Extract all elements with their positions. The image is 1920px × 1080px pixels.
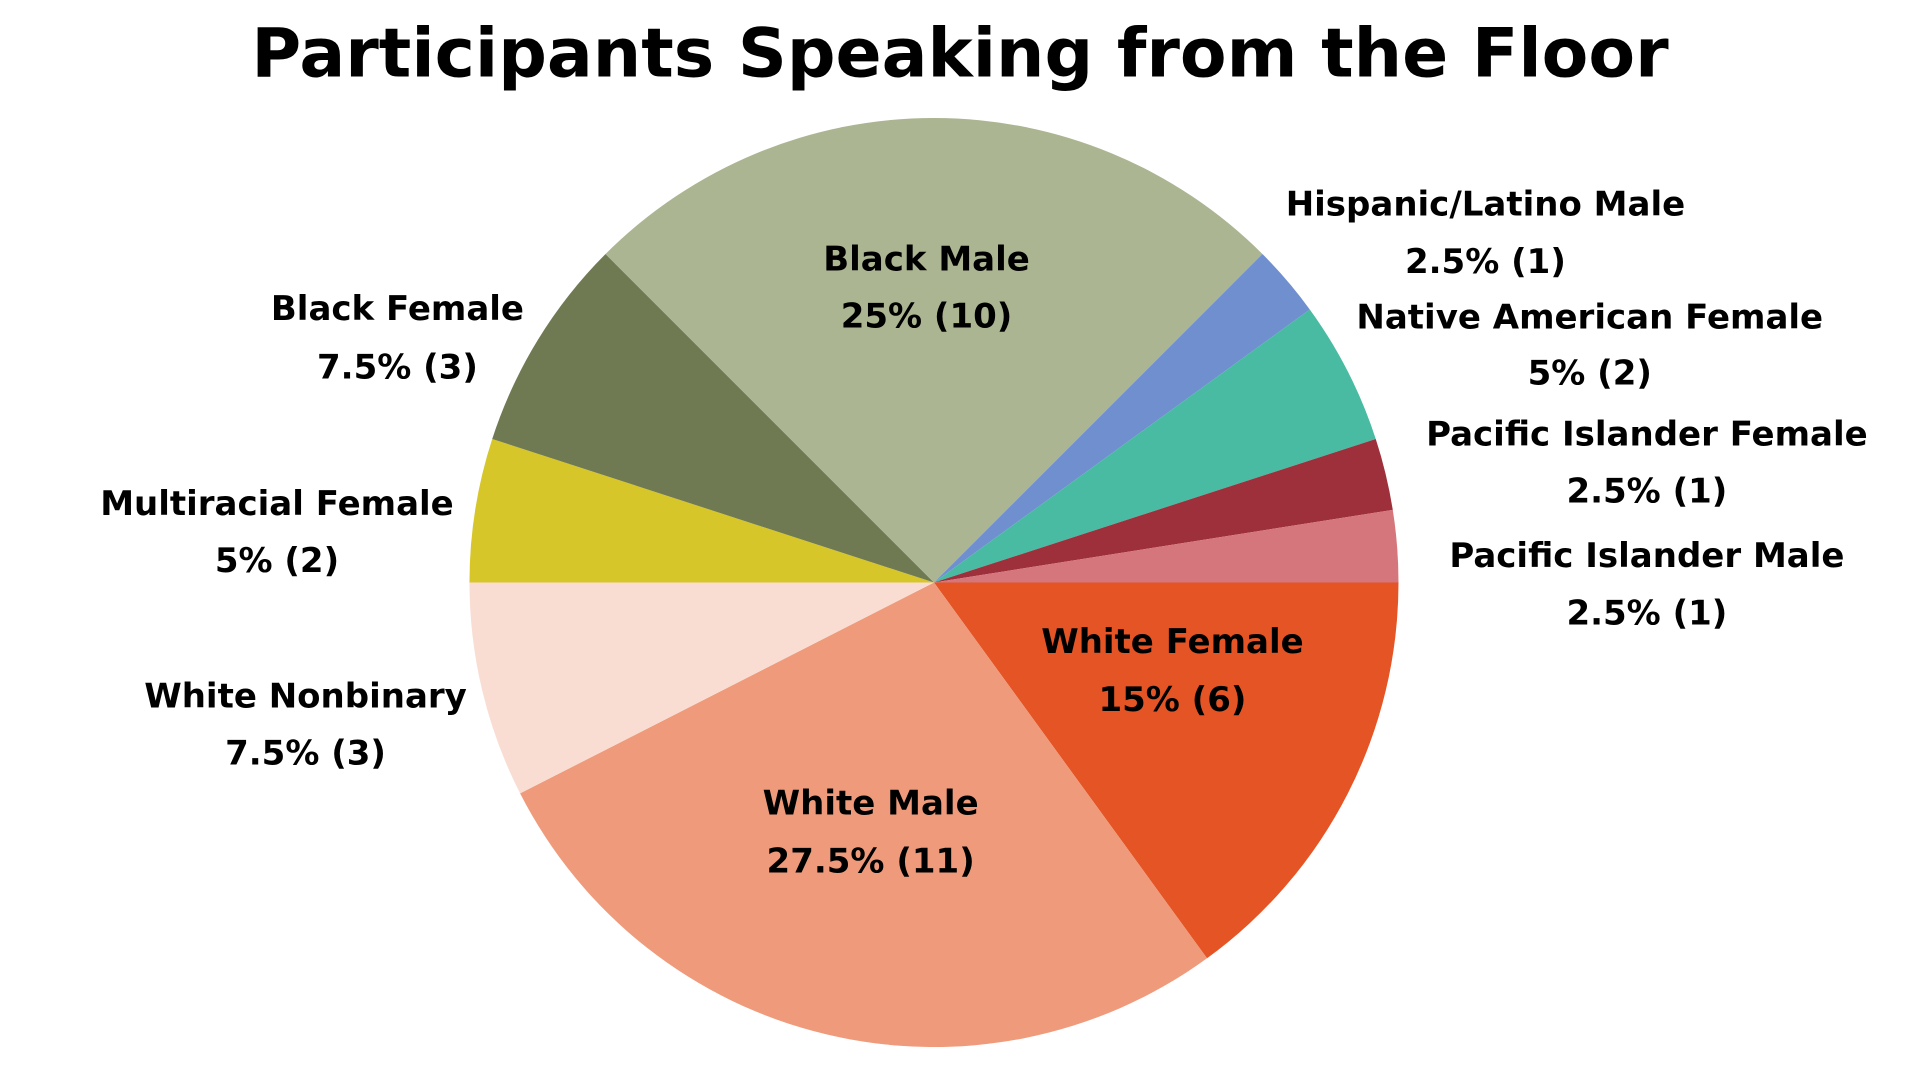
slice-value-label: 2.5% (1) bbox=[1566, 593, 1727, 633]
slice-value-label: 7.5% (3) bbox=[225, 734, 386, 774]
slice-value-label: 5% (2) bbox=[215, 541, 339, 581]
pie-slice bbox=[605, 117, 1263, 583]
pie-slice bbox=[492, 254, 934, 583]
slice-value-label: 15% (6) bbox=[1098, 680, 1246, 720]
slice-value-label: 25% (10) bbox=[841, 296, 1013, 336]
slice-label: Hispanic/Latino Male bbox=[1286, 185, 1685, 225]
slice-label: Pacific Islander Female bbox=[1426, 414, 1868, 454]
slice-label: White Nonbinary bbox=[144, 677, 467, 717]
pie-slice bbox=[469, 582, 934, 794]
pie-slice bbox=[933, 309, 1376, 583]
slice-label: Pacific Islander Male bbox=[1449, 536, 1844, 576]
slice-value-label: 27.5% (11) bbox=[767, 842, 975, 882]
slice-value-label: 7.5% (3) bbox=[317, 347, 478, 387]
slice-label: Multiracial Female bbox=[100, 484, 454, 524]
slice-label: Native American Female bbox=[1356, 298, 1823, 338]
slice-value-label: 5% (2) bbox=[1528, 354, 1652, 394]
slice-value-label: 2.5% (1) bbox=[1566, 472, 1727, 512]
slice-label: Black Female bbox=[271, 289, 524, 329]
slice-label: White Female bbox=[1041, 622, 1304, 662]
pie-slice bbox=[933, 438, 1393, 583]
pie-slice bbox=[520, 582, 1208, 1048]
slice-label: White Male bbox=[763, 783, 979, 823]
chart-title: Participants Speaking from the Floor bbox=[251, 15, 1669, 94]
pie-slice bbox=[933, 582, 1399, 959]
pie-slice bbox=[933, 509, 1399, 583]
pie-slice bbox=[469, 438, 934, 583]
slice-label: Black Male bbox=[823, 239, 1030, 279]
slice-value-label: 2.5% (1) bbox=[1405, 242, 1566, 282]
pie-slice bbox=[933, 254, 1310, 583]
